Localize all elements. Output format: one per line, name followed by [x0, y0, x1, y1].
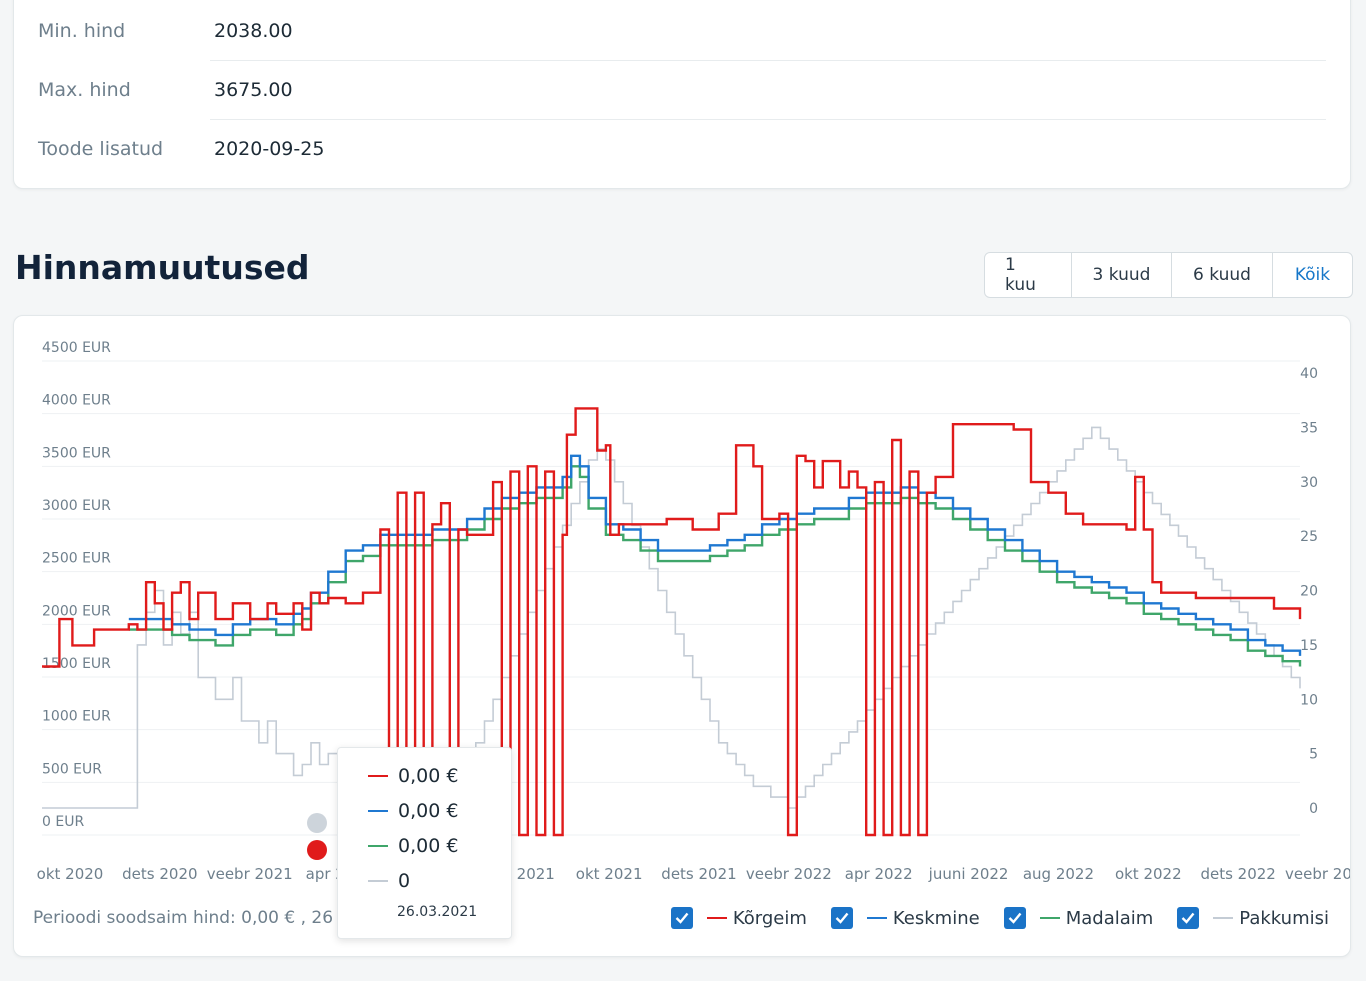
checkbox-checked-icon[interactable]	[670, 907, 693, 929]
y-tick-label: 2000 EUR	[42, 603, 111, 619]
tooltip-row-max: 0,00 €	[368, 765, 458, 787]
legend-toggle-min[interactable]: Madalaim	[1003, 907, 1154, 929]
y2-tick-label: 10	[1300, 692, 1318, 708]
divider	[210, 119, 1326, 120]
y2-tick-label: 25	[1300, 529, 1318, 545]
x-tick-label: veebr 2023	[1285, 865, 1350, 883]
y-tick-label: 1000 EUR	[42, 709, 111, 725]
x-tick-label: dets 2020	[122, 865, 197, 883]
x-tick-label: veebr 2022	[746, 865, 832, 883]
y-tick-label: 2500 EUR	[42, 551, 111, 567]
info-row-added: Toode lisatud 2020-09-25	[38, 120, 1326, 178]
y-tick-label: 4500 EUR	[42, 340, 111, 356]
divider	[210, 60, 1326, 61]
tooltip-line-icon	[368, 880, 388, 882]
y-tick-label: 3500 EUR	[42, 445, 111, 461]
chart-tooltip: 0,00 € 0,00 € 0,00 € 0 26.03.2021	[337, 747, 512, 939]
checkbox-checked-icon[interactable]	[1177, 907, 1200, 929]
hover-marker-max	[307, 840, 327, 860]
y-tick-label: 3000 EUR	[42, 498, 111, 514]
y2-tick-label: 30	[1300, 475, 1318, 491]
series-line-pakkumisi	[42, 426, 1301, 809]
y2-tick-label: 15	[1300, 638, 1318, 654]
x-tick-label: dets 2021	[661, 865, 736, 883]
y-tick-label: 500 EUR	[42, 761, 102, 777]
legend-label: Kõrgeim	[732, 907, 807, 929]
tooltip-date: 26.03.2021	[397, 904, 478, 920]
tooltip-line-icon	[368, 810, 388, 812]
range-6-months-button[interactable]: 6 kuud	[1172, 253, 1273, 297]
info-label: Max. hind	[38, 79, 131, 101]
tooltip-line-icon	[368, 775, 388, 777]
legend-label: Keskmine	[892, 907, 980, 929]
tooltip-value: 0	[398, 870, 411, 892]
tooltip-row-min: 0,00 €	[368, 835, 458, 857]
checkbox-checked-icon[interactable]	[1003, 907, 1026, 929]
info-label: Toode lisatud	[38, 138, 164, 160]
x-tick-label: okt 2020	[37, 865, 104, 883]
product-info-card: Min. hind 2038.00 Max. hind 3675.00 Tood…	[13, 0, 1351, 189]
info-value: 2038.00	[214, 20, 293, 42]
price-chart-card: 4500 EUR 4000 EUR 3500 EUR 3000 EUR 2500 EUR…	[13, 315, 1351, 957]
legend-toggle-max[interactable]: Kõrgeim	[670, 907, 807, 929]
x-tick-label: juuni 2022	[928, 865, 1009, 883]
range-selector: 1 kuu 3 kuud 6 kuud Kõik	[984, 252, 1353, 298]
chart-legend: Kõrgeim Keskmine Madalaim Pakkumisi	[647, 907, 1329, 929]
x-tick-label: okt 2022	[1115, 865, 1182, 883]
tooltip-row-offers: 0	[368, 870, 410, 892]
y-tick-label: 1500 EUR	[42, 656, 111, 672]
tooltip-value: 0,00 €	[398, 765, 459, 787]
info-label: Min. hind	[38, 20, 126, 42]
info-value: 3675.00	[214, 79, 293, 101]
legend-label: Pakkumisi	[1239, 907, 1329, 929]
tooltip-value: 0,00 €	[398, 800, 459, 822]
y2-tick-label: 20	[1300, 584, 1318, 600]
legend-toggle-avg[interactable]: Keskmine	[830, 907, 980, 929]
y-tick-label: 0 EUR	[42, 814, 84, 830]
legend-label: Madalaim	[1065, 907, 1154, 929]
info-row-max-price: Max. hind 3675.00	[38, 61, 1326, 119]
series-line-kõrgeim	[42, 407, 1302, 837]
x-tick-label: aug 2022	[1023, 865, 1094, 883]
period-lowest-price: Perioodi soodsaim hind: 0,00 € , 26	[33, 908, 334, 928]
series-line-madalaim	[128, 465, 1302, 667]
info-row-min-price: Min. hind 2038.00	[38, 2, 1326, 60]
legend-toggle-offers[interactable]: Pakkumisi	[1177, 907, 1329, 929]
legend-line-icon	[866, 917, 887, 919]
x-tick-label: okt 2021	[576, 865, 643, 883]
hover-marker-offers	[307, 813, 327, 833]
range-all-button[interactable]: Kõik	[1294, 265, 1331, 285]
tooltip-value: 0,00 €	[398, 835, 459, 857]
x-tick-label: veebr 2021	[207, 865, 293, 883]
range-3-months-button[interactable]: 3 kuud	[1072, 253, 1172, 297]
x-tick-label: dets 2022	[1200, 865, 1275, 883]
y2-tick-label: 35	[1300, 420, 1318, 436]
info-value: 2020-09-25	[214, 138, 325, 160]
checkbox-checked-icon[interactable]	[830, 907, 853, 929]
legend-line-icon	[1039, 917, 1060, 919]
legend-line-icon	[1213, 917, 1234, 919]
range-1-month-button[interactable]: 1 kuu	[985, 253, 1072, 297]
x-tick-label: apr 2022	[845, 865, 913, 883]
tooltip-row-avg: 0,00 €	[368, 800, 458, 822]
y2-tick-label: 40	[1300, 366, 1318, 382]
tooltip-line-icon	[368, 845, 388, 847]
y-tick-label: 4000 EUR	[42, 393, 111, 409]
y2-tick-label: 0	[1309, 801, 1318, 817]
section-title: Hinnamuutused	[15, 248, 310, 287]
y2-tick-label: 5	[1309, 747, 1318, 763]
legend-line-icon	[706, 917, 727, 919]
